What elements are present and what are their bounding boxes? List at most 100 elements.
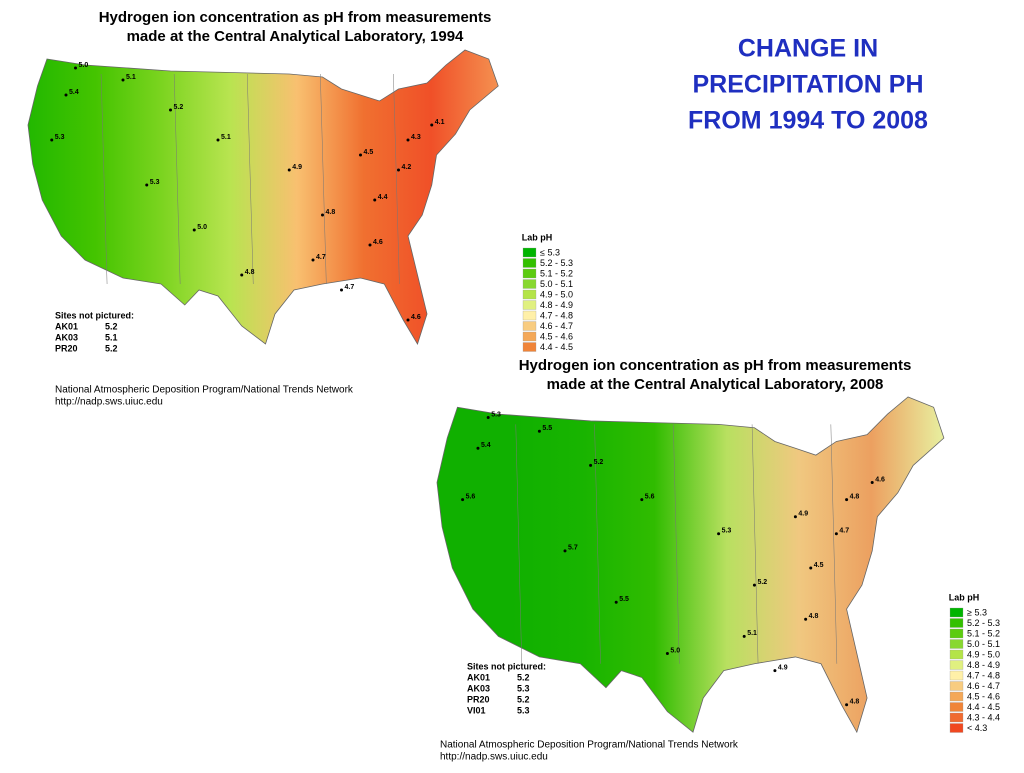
state-line bbox=[320, 73, 327, 285]
station-label: 4.3 bbox=[411, 134, 421, 141]
legend-swatch bbox=[949, 712, 964, 723]
state-line bbox=[830, 424, 838, 664]
station-label: 5.7 bbox=[568, 545, 578, 552]
station-label: 5.1 bbox=[221, 134, 231, 141]
legend-label: 5.1 - 5.2 bbox=[540, 268, 573, 278]
legend-label: 5.2 - 5.3 bbox=[967, 618, 1000, 628]
legend-swatch bbox=[949, 723, 964, 733]
station-label: 5.5 bbox=[542, 425, 552, 432]
legend-label: ≥ 5.3 bbox=[967, 607, 987, 617]
station-label: 5.1 bbox=[747, 630, 757, 637]
station-dot bbox=[287, 168, 291, 172]
legend-label: 4.9 - 5.0 bbox=[967, 649, 1000, 659]
legend-label: 5.2 - 5.3 bbox=[540, 258, 573, 268]
legend-swatch bbox=[949, 702, 964, 712]
station-label: 4.5 bbox=[364, 149, 374, 156]
credits: http://nadp.sws.uiuc.edu bbox=[440, 752, 548, 763]
legend-swatch bbox=[522, 289, 537, 300]
station-dot bbox=[793, 515, 797, 519]
legend-swatch bbox=[949, 628, 964, 639]
site-id: AK03 bbox=[55, 332, 78, 342]
slide-heading: CHANGE IN bbox=[738, 35, 878, 63]
station-dot bbox=[537, 429, 541, 433]
station-dot bbox=[359, 153, 362, 157]
station-label: 4.6 bbox=[875, 476, 885, 483]
station-label: 4.7 bbox=[316, 254, 326, 261]
station-dot bbox=[563, 549, 567, 553]
station-label: 4.1 bbox=[435, 119, 445, 126]
site-value: 5.2 bbox=[517, 694, 530, 704]
sites-title: Sites not pictured: bbox=[467, 661, 546, 671]
site-value: 5.1 bbox=[105, 332, 118, 342]
legend-swatch bbox=[522, 321, 537, 331]
legend-label: < 4.3 bbox=[967, 723, 987, 733]
station-dot bbox=[717, 532, 721, 536]
station-dot bbox=[50, 138, 54, 142]
site-id: AK01 bbox=[55, 321, 78, 331]
station-label: 5.3 bbox=[491, 411, 501, 418]
station-label: 4.8 bbox=[850, 699, 860, 706]
site-value: 5.2 bbox=[105, 343, 118, 353]
station-label: 5.2 bbox=[594, 459, 604, 466]
legend-label: 4.3 - 4.4 bbox=[967, 712, 1000, 722]
station-label: 4.9 bbox=[798, 511, 808, 518]
legend-swatch bbox=[522, 247, 537, 258]
station-label: 5.5 bbox=[619, 596, 629, 603]
credits: http://nadp.sws.uiuc.edu bbox=[55, 397, 163, 408]
station-dot bbox=[742, 634, 746, 638]
map-title: Hydrogen ion concentration as pH from me… bbox=[519, 357, 912, 374]
station-dot bbox=[834, 532, 838, 536]
site-value: 5.3 bbox=[517, 705, 530, 715]
station-dot bbox=[665, 652, 669, 655]
station-label: 4.8 bbox=[809, 613, 819, 620]
station-label: 5.3 bbox=[150, 179, 160, 186]
site-value: 5.2 bbox=[517, 672, 530, 682]
map-title: Hydrogen ion concentration as pH from me… bbox=[99, 9, 492, 26]
legend-swatch bbox=[522, 279, 537, 289]
station-dot bbox=[311, 258, 315, 262]
legend-swatch bbox=[949, 681, 964, 691]
legend-swatch bbox=[522, 331, 537, 342]
legend-label: 4.7 - 4.8 bbox=[540, 310, 573, 320]
station-dot bbox=[461, 498, 465, 502]
credits: National Atmospheric Deposition Program/… bbox=[440, 740, 739, 751]
station-dot bbox=[368, 243, 372, 247]
station-label: 5.0 bbox=[197, 224, 207, 231]
state-line bbox=[594, 424, 601, 664]
station-label: 4.4 bbox=[378, 194, 388, 201]
legend-label: 4.8 - 4.9 bbox=[540, 300, 573, 310]
legend-label: 5.0 - 5.1 bbox=[540, 279, 573, 289]
station-dot bbox=[486, 416, 490, 420]
station-dot bbox=[589, 463, 593, 467]
station-dot bbox=[340, 288, 343, 292]
us-map bbox=[27, 49, 499, 345]
station-dot bbox=[476, 446, 480, 450]
site-value: 5.3 bbox=[517, 683, 530, 693]
station-label: 5.1 bbox=[126, 74, 136, 81]
state-line bbox=[515, 424, 523, 664]
legend-swatch bbox=[522, 258, 537, 268]
state-line bbox=[673, 424, 680, 664]
station-dot bbox=[430, 123, 434, 127]
station-label: 4.9 bbox=[292, 164, 302, 171]
site-value: 5.2 bbox=[105, 321, 118, 331]
state-line bbox=[751, 424, 759, 664]
station-label: 5.2 bbox=[757, 579, 767, 586]
station-dot bbox=[64, 93, 68, 97]
legend-swatch bbox=[949, 649, 964, 660]
station-label: 4.8 bbox=[850, 493, 860, 500]
site-id: VI01 bbox=[467, 705, 486, 715]
station-dot bbox=[809, 566, 813, 570]
station-label: 5.0 bbox=[79, 62, 89, 69]
legend-swatch bbox=[949, 639, 964, 649]
legend-label: 4.6 - 4.7 bbox=[540, 321, 573, 331]
station-dot bbox=[169, 108, 172, 112]
map-title: made at the Central Analytical Laborator… bbox=[127, 28, 464, 45]
station-dot bbox=[773, 669, 777, 673]
legend-label: 4.8 - 4.9 bbox=[967, 660, 1000, 670]
legend-label: 4.7 - 4.8 bbox=[967, 670, 1000, 680]
station-label: 5.2 bbox=[174, 104, 184, 111]
station-dot bbox=[752, 583, 756, 587]
station-dot bbox=[145, 183, 149, 187]
